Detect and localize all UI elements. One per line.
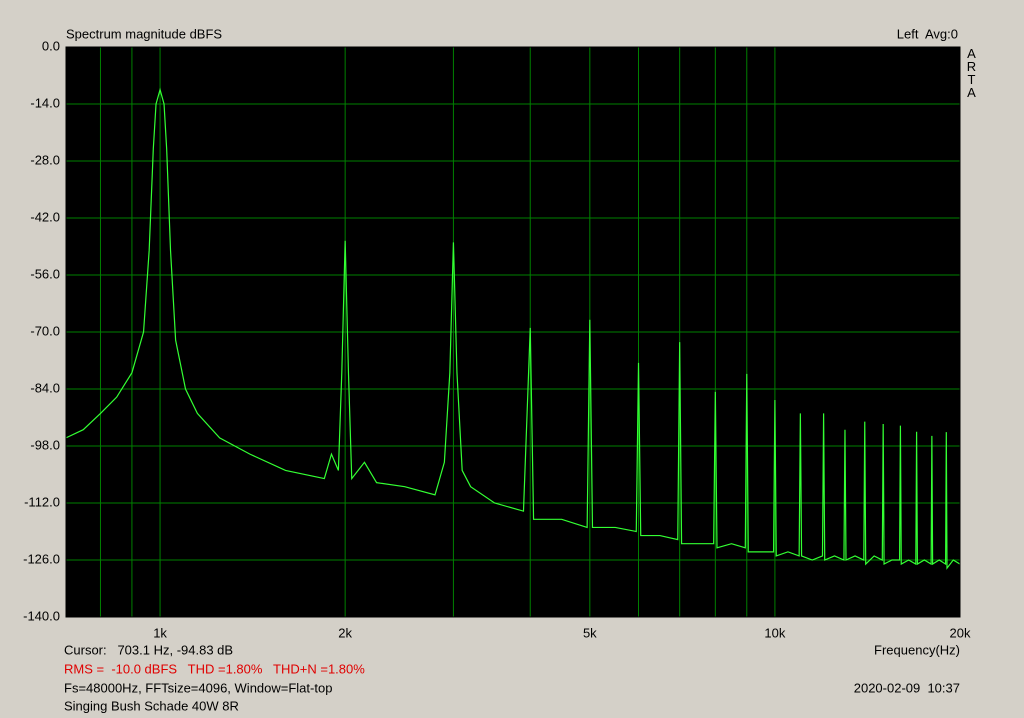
x-tick-label: 10k bbox=[764, 625, 785, 640]
channel-label: Left Avg:0 bbox=[897, 26, 958, 41]
y-tick-label: -70.0 bbox=[30, 323, 60, 338]
y-tick-label: -126.0 bbox=[23, 551, 60, 566]
chart-title: Spectrum magnitude dBFS bbox=[66, 26, 222, 41]
device-text: Singing Bush Schade 40W 8R bbox=[64, 698, 239, 713]
y-tick-label: -14.0 bbox=[30, 95, 60, 110]
x-tick-label: 1k bbox=[153, 625, 167, 640]
x-axis-label: Frequency(Hz) bbox=[874, 642, 960, 657]
y-tick-label: -56.0 bbox=[30, 266, 60, 281]
spectrum-line bbox=[65, 87, 961, 570]
cursor-text: Cursor: 703.1 Hz, -94.83 dB bbox=[64, 642, 233, 657]
measurement-text: RMS = -10.0 dBFS THD =1.80% THD+N =1.80% bbox=[64, 661, 365, 676]
plot-border bbox=[65, 46, 961, 618]
y-tick-label: -112.0 bbox=[24, 494, 60, 509]
x-tick-label: 5k bbox=[583, 625, 597, 640]
y-tick-label: -42.0 bbox=[30, 209, 60, 224]
x-tick-label: 2k bbox=[338, 625, 352, 640]
y-tick-label: -98.0 bbox=[30, 437, 60, 452]
y-tick-label: -28.0 bbox=[30, 152, 60, 167]
x-tick-label: 20k bbox=[950, 625, 971, 640]
y-tick-label: -140.0 bbox=[23, 608, 60, 623]
y-tick-label: -84.0 bbox=[30, 380, 60, 395]
y-tick-label: 0.0 bbox=[42, 38, 60, 53]
brand: ARTA bbox=[964, 46, 979, 98]
timestamp: 2020-02-09 10:37 bbox=[854, 680, 960, 695]
settings-text: Fs=48000Hz, FFTsize=4096, Window=Flat-to… bbox=[64, 680, 332, 695]
